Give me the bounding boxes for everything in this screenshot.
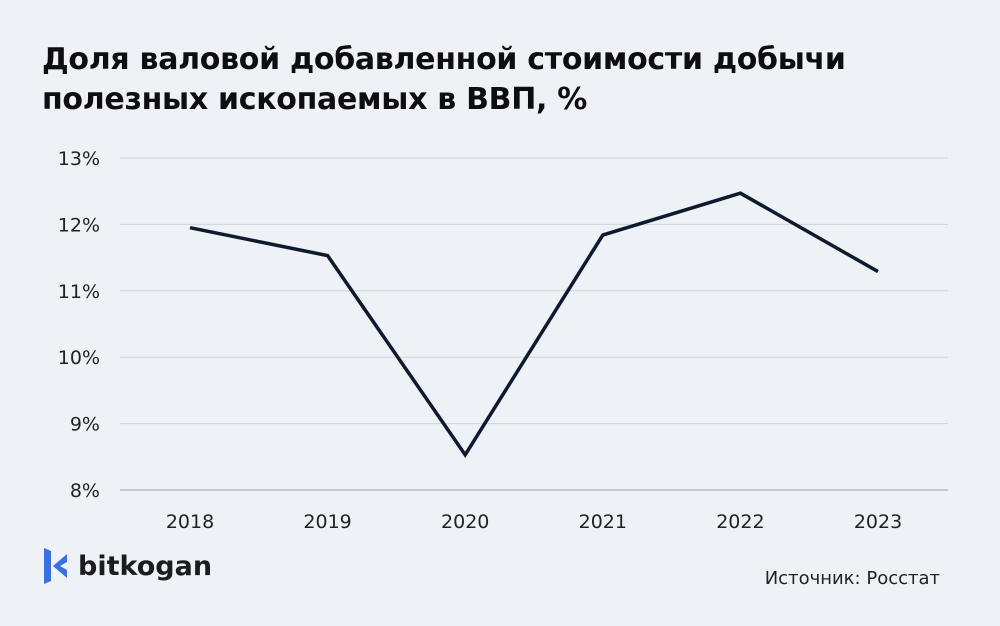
brand-name: bitkogan — [78, 550, 213, 582]
brand-logo: bitkogan — [42, 548, 212, 584]
y-tick-label: 13% — [58, 148, 100, 170]
bitkogan-logo-icon — [44, 548, 67, 584]
y-tick-label: 12% — [58, 214, 100, 236]
chart-title: Доля валовой добавленной стоимости добыч… — [42, 42, 846, 117]
x-tick-label: 2019 — [303, 511, 351, 533]
x-tick-label: 2022 — [716, 511, 764, 533]
y-tick-label: 8% — [70, 480, 100, 502]
x-tick-label: 2023 — [854, 511, 902, 533]
x-tick-label: 2021 — [579, 511, 627, 533]
series-line — [189, 191, 879, 458]
y-tick-label: 9% — [70, 414, 100, 436]
x-tick-label: 2018 — [166, 511, 214, 533]
source-note: Источник: Росстат — [764, 568, 940, 589]
x-tick-label: 2020 — [441, 511, 489, 533]
y-tick-label: 10% — [58, 347, 100, 369]
y-tick-label: 11% — [58, 281, 100, 303]
